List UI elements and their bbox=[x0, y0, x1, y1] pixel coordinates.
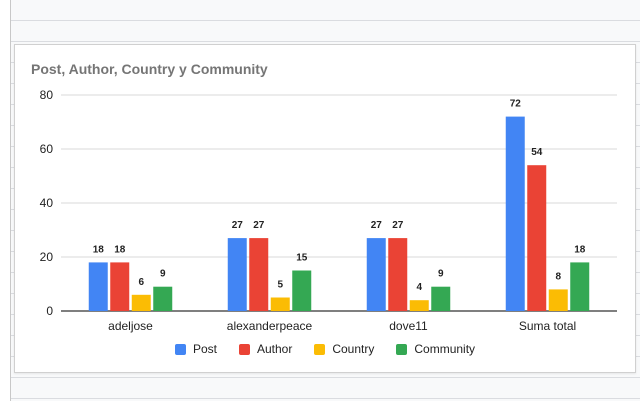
legend-label: Author bbox=[256, 342, 293, 356]
data-label: 27 bbox=[232, 220, 244, 231]
legend-item-post: Post bbox=[174, 342, 217, 356]
data-label: 6 bbox=[138, 277, 144, 288]
bar-community bbox=[570, 262, 590, 311]
legend-item-author: Author bbox=[238, 342, 293, 356]
data-label: 4 bbox=[416, 282, 422, 293]
legend-label: Country bbox=[332, 342, 375, 356]
bar-community bbox=[292, 270, 312, 311]
x-category-label: alexanderpeace bbox=[227, 319, 313, 333]
bar-author bbox=[110, 262, 130, 311]
data-label: 72 bbox=[510, 99, 522, 110]
data-label: 15 bbox=[296, 253, 308, 264]
data-label: 9 bbox=[438, 269, 444, 280]
bar-post bbox=[505, 116, 525, 311]
legend-label: Post bbox=[192, 342, 217, 356]
y-tick-label: 20 bbox=[40, 250, 54, 264]
data-label: 18 bbox=[114, 244, 126, 255]
data-label: 27 bbox=[392, 220, 404, 231]
data-label: 5 bbox=[277, 280, 283, 291]
bar-community bbox=[431, 286, 451, 311]
x-category-label: Suma total bbox=[519, 319, 576, 333]
bar-chart: 0 20 40 60 80 18 18 6 9 adeljose 27 27 5 15 alexanderp… bbox=[40, 88, 617, 333]
data-label: 18 bbox=[93, 244, 105, 255]
bar-country bbox=[548, 289, 568, 311]
legend-swatch bbox=[396, 343, 408, 355]
bar-post bbox=[88, 262, 108, 311]
x-category-label: dove11 bbox=[389, 319, 428, 333]
data-label: 54 bbox=[531, 147, 543, 158]
legend-item-community: Community bbox=[396, 342, 475, 356]
bar-country bbox=[270, 297, 290, 311]
bar-community bbox=[153, 286, 173, 311]
legend-label: Community bbox=[414, 342, 476, 356]
bar-post bbox=[366, 238, 386, 311]
legend-item-country: Country bbox=[314, 342, 374, 356]
data-label: 8 bbox=[555, 271, 561, 282]
y-tick-label: 0 bbox=[46, 304, 53, 318]
y-tick-label: 60 bbox=[40, 142, 54, 156]
legend-swatch bbox=[238, 343, 250, 355]
data-label: 18 bbox=[574, 244, 586, 255]
data-label: 9 bbox=[160, 269, 166, 280]
bar-author bbox=[249, 238, 269, 311]
bar-author bbox=[527, 165, 547, 311]
data-label: 27 bbox=[253, 220, 265, 231]
y-tick-label: 40 bbox=[40, 196, 54, 210]
bar-post bbox=[227, 238, 247, 311]
y-tick-label: 80 bbox=[40, 88, 54, 102]
bar-country bbox=[131, 294, 151, 311]
bar-author bbox=[388, 238, 408, 311]
chart-card[interactable]: Post, Author, Country y Community 0 20 40 6… bbox=[14, 44, 636, 373]
chart-legend: Post Author Country Community bbox=[15, 342, 635, 356]
legend-swatch bbox=[314, 343, 326, 355]
x-category-label: adeljose bbox=[108, 319, 153, 333]
legend-swatch bbox=[174, 343, 186, 355]
data-label: 27 bbox=[371, 220, 383, 231]
bar-country bbox=[409, 300, 429, 311]
chart-title: Post, Author, Country y Community bbox=[31, 61, 268, 77]
